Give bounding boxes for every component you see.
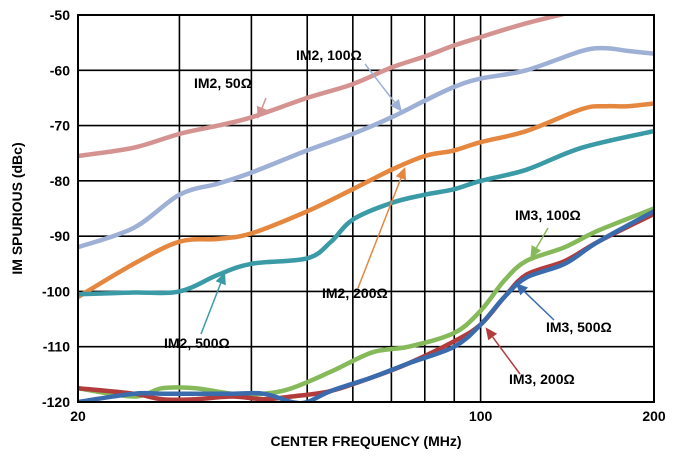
x-tick-label: 200 xyxy=(642,408,666,424)
annotation-label: IM2, 50Ω xyxy=(194,75,252,91)
y-tick-label: -120 xyxy=(42,394,70,410)
annotation-arrowhead xyxy=(256,105,268,119)
annotation-arrowhead xyxy=(530,245,542,259)
annotation-label: IM2, 200Ω xyxy=(322,285,388,301)
series-layer xyxy=(78,14,654,403)
y-tick-label: -70 xyxy=(50,118,70,134)
annotation-arrowhead xyxy=(395,167,407,181)
x-tick-label: 100 xyxy=(469,408,493,424)
y-tick-label: -50 xyxy=(50,7,70,23)
y-tick-label: -90 xyxy=(50,228,70,244)
y-axis-title: IM SPURIOUS (dBc) xyxy=(9,142,25,274)
series-line-2 xyxy=(78,101,654,300)
x-axis-title: CENTER FREQUENCY (MHz) xyxy=(270,433,461,449)
annotation-arrow-line xyxy=(492,336,521,375)
annotation-arrow-line xyxy=(535,227,549,249)
series-line-6 xyxy=(78,209,654,403)
y-tick-label: -110 xyxy=(43,339,70,355)
x-tick-label: 20 xyxy=(70,408,86,424)
series-line-0 xyxy=(78,14,573,159)
annotation-arrowhead xyxy=(215,272,226,286)
annotation-arrow-line xyxy=(364,63,396,103)
annotation-arrow-line xyxy=(261,97,267,109)
plot-frame xyxy=(77,14,655,403)
annotation-arrowhead xyxy=(515,283,529,296)
y-tick-label: -80 xyxy=(50,173,70,189)
annotation-arrow-line xyxy=(523,290,555,321)
annotation-arrowhead xyxy=(390,98,402,112)
annotation-label: IM3, 200Ω xyxy=(509,371,575,387)
annotation-label: IM2, 500Ω xyxy=(164,335,230,351)
annotation-arrow-line xyxy=(200,282,222,335)
annotation-arrow-line xyxy=(357,177,402,289)
annotation-label: IM2, 100Ω xyxy=(296,47,362,63)
annotation-arrowhead xyxy=(485,327,498,341)
y-tick-label: -60 xyxy=(50,62,70,78)
series-line-4 xyxy=(78,206,654,399)
y-tick-label: -100 xyxy=(42,283,70,299)
annotation-label: IM3, 500Ω xyxy=(546,319,612,335)
annotation-label: IM3, 100Ω xyxy=(515,207,581,223)
series-line-3 xyxy=(78,128,654,297)
series-line-1 xyxy=(78,45,654,250)
annotation-layer: IM2, 50Ω IM2, 100Ω IM2, 200Ω IM2, 500Ω IM3, … xyxy=(164,47,612,387)
